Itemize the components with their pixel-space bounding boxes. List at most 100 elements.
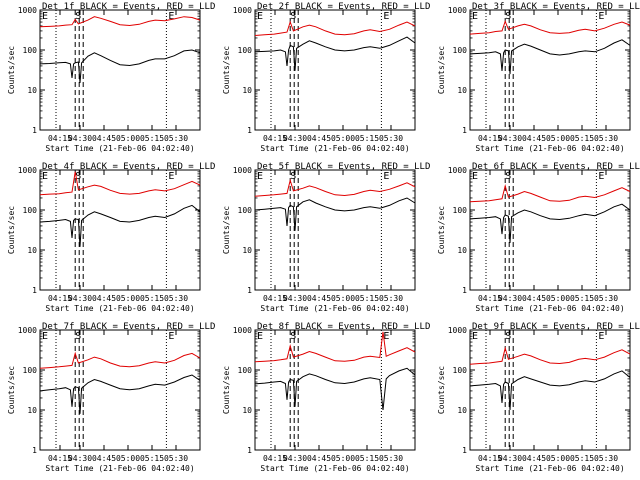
x-tick-label: 05:30 [594, 294, 618, 303]
x-tick-label: 04:30 [68, 454, 92, 463]
y-tick-label: 10 [27, 246, 37, 255]
x-tick-label: 04:15 [478, 294, 502, 303]
x-tick-label: 05:15 [140, 134, 164, 143]
flag-label-s: S [290, 331, 296, 342]
chart-panel: Det 8f BLACK = Events, RED = LLD 1 10 100 10… [222, 322, 430, 473]
y-tick-label: 10 [27, 86, 37, 95]
flag-label-e: E [383, 11, 389, 22]
y-tick-label: 100 [23, 366, 38, 375]
panel-title: Det 2f BLACK = Events, RED = LLD [257, 2, 430, 12]
events-series-line [254, 36, 416, 71]
x-tick-label: 04:30 [498, 294, 522, 303]
x-tick-label: 05:30 [164, 134, 188, 143]
x-tick-label: 04:45 [522, 454, 546, 463]
x-tick-label: 05:15 [570, 134, 594, 143]
flag-label-e: E [383, 171, 389, 182]
y-tick-label: 100 [453, 46, 468, 55]
chart-panel: Det 7f BLACK = Events, RED = LLD 1 10 100 10… [7, 322, 215, 473]
y-tick-label: 1000 [233, 166, 252, 175]
y-tick-label: 1 [462, 286, 467, 295]
y-tick-label: 1000 [18, 166, 37, 175]
y-tick-label: 100 [453, 366, 468, 375]
lld-series-line [469, 346, 631, 365]
lld-series-line [254, 331, 416, 363]
y-tick-label: 10 [457, 86, 467, 95]
flag-label-s: S [290, 11, 296, 22]
x-tick-label: 04:15 [48, 134, 72, 143]
y-axis-label: Counts/sec [437, 366, 446, 414]
x-axis-label: Start Time (21-Feb-06 04:02:40) [45, 144, 194, 153]
lld-series-line [469, 183, 631, 203]
y-tick-label: 10 [242, 246, 252, 255]
plot-frame [469, 329, 631, 451]
lld-series-line [39, 171, 201, 196]
chart-panel: Det 2f BLACK = Events, RED = LLD 1 10 100 10… [222, 2, 430, 153]
x-tick-label: 04:30 [498, 134, 522, 143]
x-tick-label: 05:30 [379, 454, 403, 463]
panel-title: Det 4f BLACK = Events, RED = LLD [42, 162, 215, 172]
events-series-line [254, 197, 416, 231]
plot-frame [39, 9, 201, 131]
x-tick-label: 05:15 [570, 294, 594, 303]
flag-label-e: E [42, 171, 48, 182]
x-axis-label: Start Time (21-Feb-06 04:02:40) [45, 304, 194, 313]
x-tick-label: 05:15 [355, 454, 379, 463]
events-series-line [39, 204, 201, 247]
lld-series-line [254, 20, 416, 36]
x-tick-label: 05:15 [140, 454, 164, 463]
x-tick-label: 05:30 [379, 294, 403, 303]
plot-frame [39, 329, 201, 451]
x-tick-label: 04:30 [68, 294, 92, 303]
y-tick-label: 1000 [233, 6, 252, 15]
x-tick-label: 05:00 [546, 454, 570, 463]
y-tick-label: 1 [462, 126, 467, 135]
flag-label-s: S [505, 331, 511, 342]
flag-label-e: E [472, 171, 478, 182]
x-tick-label: 04:15 [478, 454, 502, 463]
flag-label-e: E [168, 331, 174, 342]
chart-panel: Det 9f BLACK = Events, RED = LLD 1 10 100 10… [437, 322, 640, 473]
panel-title: Det 5f BLACK = Events, RED = LLD [257, 162, 430, 172]
x-tick-label: 04:45 [307, 294, 331, 303]
panel-title: Det 8f BLACK = Events, RED = LLD [257, 322, 430, 332]
flag-label-s: S [290, 171, 296, 182]
y-tick-label: 1000 [448, 166, 467, 175]
x-tick-label: 04:15 [263, 134, 287, 143]
x-tick-label: 05:30 [164, 294, 188, 303]
x-tick-label: 05:15 [355, 134, 379, 143]
y-axis-label: Counts/sec [437, 46, 446, 94]
y-tick-label: 1000 [18, 6, 37, 15]
x-axis-label: Start Time (21-Feb-06 04:02:40) [260, 144, 409, 153]
x-tick-label: 05:00 [546, 294, 570, 303]
x-axis-label: Start Time (21-Feb-06 04:02:40) [475, 464, 624, 473]
x-tick-label: 05:30 [379, 134, 403, 143]
y-tick-label: 10 [242, 86, 252, 95]
flag-label-e: E [257, 331, 263, 342]
panel-title: Det 6f BLACK = Events, RED = LLD [472, 162, 640, 172]
y-axis-label: Counts/sec [7, 366, 16, 414]
y-tick-label: 1000 [448, 326, 467, 335]
chart-panel: Det 3f BLACK = Events, RED = LLD 1 10 100 10… [437, 2, 640, 153]
x-tick-label: 05:00 [546, 134, 570, 143]
panel-title: Det 1f BLACK = Events, RED = LLD [42, 2, 215, 12]
plot-frame [254, 9, 416, 131]
x-tick-label: 05:30 [594, 134, 618, 143]
x-tick-label: 04:15 [263, 294, 287, 303]
x-tick-label: 05:30 [164, 454, 188, 463]
y-tick-label: 10 [457, 246, 467, 255]
panel-title: Det 7f BLACK = Events, RED = LLD [42, 322, 215, 332]
y-axis-label: Counts/sec [222, 206, 231, 254]
y-tick-label: 100 [23, 206, 38, 215]
x-axis-label: Start Time (21-Feb-06 04:02:40) [260, 304, 409, 313]
lld-series-line [254, 178, 416, 197]
x-tick-label: 05:30 [594, 454, 618, 463]
x-tick-label: 04:45 [92, 454, 116, 463]
y-tick-label: 100 [238, 206, 253, 215]
x-tick-label: 04:45 [307, 454, 331, 463]
x-tick-label: 04:15 [48, 454, 72, 463]
x-tick-label: 04:15 [48, 294, 72, 303]
x-tick-label: 04:45 [307, 134, 331, 143]
y-tick-label: 100 [238, 46, 253, 55]
x-tick-label: 04:45 [92, 294, 116, 303]
x-tick-label: 04:30 [498, 454, 522, 463]
